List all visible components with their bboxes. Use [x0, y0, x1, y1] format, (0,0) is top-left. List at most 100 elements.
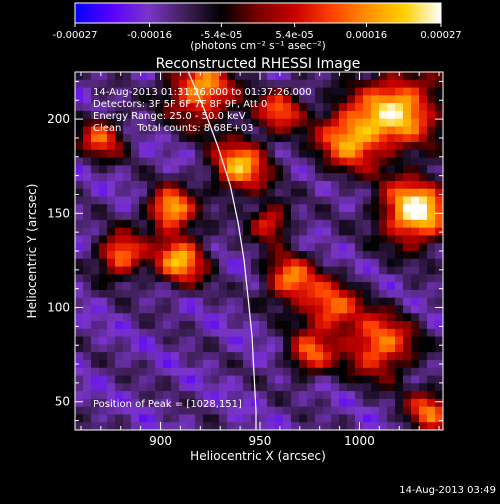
heatmap-cell — [387, 282, 396, 290]
heatmap-cell — [315, 150, 324, 158]
heatmap-cell — [171, 235, 180, 243]
heatmap-cell — [363, 376, 372, 384]
heatmap-cell — [419, 103, 428, 111]
heatmap-cell — [339, 88, 348, 96]
heatmap-cell — [291, 383, 300, 391]
heatmap-cell — [331, 173, 340, 181]
heatmap-cell — [115, 72, 124, 80]
heatmap-cell — [355, 290, 364, 298]
heatmap-cell — [195, 344, 204, 352]
heatmap-cell — [355, 134, 364, 142]
heatmap-cell — [203, 220, 212, 228]
heatmap-cell — [315, 414, 324, 422]
heatmap-cell — [331, 181, 340, 189]
heatmap-cell — [99, 376, 108, 384]
heatmap-cell — [419, 88, 428, 96]
heatmap-cell — [387, 376, 396, 384]
heatmap-cell — [187, 298, 196, 306]
heatmap-cell — [259, 251, 268, 259]
heatmap-cell — [139, 368, 148, 376]
heatmap-cell — [299, 119, 308, 127]
heatmap-cell — [339, 376, 348, 384]
heatmap-cell — [339, 337, 348, 345]
heatmap-cell — [83, 243, 92, 251]
heatmap-cell — [315, 220, 324, 228]
heatmap-cell — [131, 72, 140, 80]
heatmap-cell — [123, 158, 132, 166]
info-line-time: 14-Aug-2013 01:31:26.000 to 01:37:26.000 — [93, 87, 312, 98]
heatmap-cell — [139, 321, 148, 329]
info-line-detectors: Detectors: 3F 5F 6F 7F 8F 9F, Att 0 — [93, 99, 267, 110]
heatmap-cell — [163, 305, 172, 313]
heatmap-cell — [347, 251, 356, 259]
heatmap-cell — [355, 173, 364, 181]
heatmap-cell — [243, 212, 252, 220]
heatmap-cell — [379, 399, 388, 407]
heatmap-cell — [339, 274, 348, 282]
heatmap-cell — [171, 337, 180, 345]
heatmap-cell — [275, 422, 284, 430]
heatmap-cell — [115, 251, 124, 259]
heatmap-cell — [387, 212, 396, 220]
heatmap-cell — [219, 376, 228, 384]
heatmap-cell — [187, 267, 196, 275]
heatmap-cell — [83, 422, 92, 430]
heatmap-cell — [163, 235, 172, 243]
heatmap-cell — [435, 251, 444, 259]
heatmap-cell — [195, 298, 204, 306]
heatmap-cell — [83, 173, 92, 181]
heatmap-cell — [339, 251, 348, 259]
heatmap-cell — [147, 150, 156, 158]
heatmap-cell — [75, 235, 84, 243]
heatmap-cell — [331, 344, 340, 352]
heatmap-cell — [283, 337, 292, 345]
heatmap-cell — [235, 235, 244, 243]
heatmap-cell — [259, 391, 268, 399]
heatmap-cell — [259, 407, 268, 415]
heatmap-cell — [419, 414, 428, 422]
heatmap-cell — [179, 158, 188, 166]
heatmap-cell — [331, 313, 340, 321]
heatmap-cell — [299, 235, 308, 243]
heatmap-cell — [299, 103, 308, 111]
heatmap-cell — [323, 368, 332, 376]
heatmap-cell — [163, 212, 172, 220]
heatmap-cell — [339, 165, 348, 173]
heatmap-cell — [283, 189, 292, 197]
heatmap-cell — [147, 290, 156, 298]
heatmap-cell — [267, 134, 276, 142]
heatmap-cell — [227, 305, 236, 313]
heatmap-cell — [395, 212, 404, 220]
heatmap-cell — [267, 329, 276, 337]
info-line-energy: Energy Range: 25.0 - 50.0 keV — [93, 111, 246, 122]
heatmap-cell — [411, 103, 420, 111]
heatmap-cell — [147, 228, 156, 236]
heatmap-cell — [91, 267, 100, 275]
heatmap-cell — [203, 414, 212, 422]
heatmap-cell — [99, 368, 108, 376]
heatmap-cell — [211, 337, 220, 345]
heatmap-cell — [411, 290, 420, 298]
heatmap-cell — [363, 383, 372, 391]
heatmap-cell — [315, 399, 324, 407]
heatmap-cell — [411, 181, 420, 189]
heatmap-cell — [307, 391, 316, 399]
heatmap-cell — [251, 134, 260, 142]
heatmap-cell — [107, 259, 116, 267]
heatmap-cell — [299, 220, 308, 228]
heatmap-cell — [411, 352, 420, 360]
heatmap-cell — [155, 352, 164, 360]
heatmap-cell — [211, 212, 220, 220]
heatmap-cell — [355, 228, 364, 236]
heatmap-cell — [355, 181, 364, 189]
heatmap-cell — [203, 204, 212, 212]
heatmap-cell — [251, 251, 260, 259]
heatmap-cell — [299, 344, 308, 352]
heatmap-cell — [155, 298, 164, 306]
heatmap-cell — [395, 111, 404, 119]
heatmap-cell — [371, 95, 380, 103]
heatmap-cell — [419, 251, 428, 259]
heatmap-cell — [363, 344, 372, 352]
heatmap-cell — [275, 399, 284, 407]
heatmap-cell — [403, 298, 412, 306]
